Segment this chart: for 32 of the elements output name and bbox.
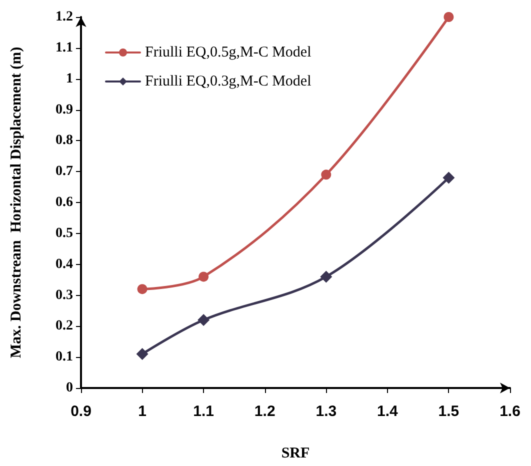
x-tick-label: 1.2 [254, 403, 276, 420]
y-tick-label: 1 [66, 71, 73, 86]
y-tick-label: 0.5 [56, 226, 73, 241]
point [137, 284, 148, 294]
y-tick-label: 0.6 [56, 195, 73, 210]
point [321, 170, 332, 180]
y-tick-label: 1.2 [56, 10, 73, 24]
y-tick-label: 0.8 [56, 133, 73, 148]
y-tick-label: 0.7 [56, 164, 73, 180]
point [136, 348, 148, 360]
x-tick-label: 1.4 [377, 403, 399, 420]
x-tick-label: 1 [138, 403, 146, 420]
y-tick-label: 0 [66, 380, 73, 396]
y-tick-label: 0.4 [56, 256, 73, 272]
legend-label: Friulli EQ,0.5g,M-C Model [145, 44, 312, 60]
x-tick-label: 1.6 [500, 403, 520, 420]
point [198, 314, 210, 326]
y-tick-label: 0.2 [56, 318, 73, 334]
y-tick-label: 0.3 [56, 288, 73, 303]
x-axis-title: SRF [281, 446, 310, 462]
y-axis-title: Max. Downstream Horizontal Displacement (m) [8, 46, 24, 358]
x-tick-label: 1.5 [438, 403, 460, 420]
legend-label: Friulli EQ,0.3g,M-C Model [145, 74, 312, 90]
x-tick-label: 1.3 [316, 403, 337, 420]
point [444, 12, 454, 22]
y-tick-label: 0.9 [56, 102, 73, 118]
point [442, 172, 455, 184]
x-tick-label: 1.1 [193, 403, 214, 420]
y-tick-label: 1.1 [56, 40, 73, 56]
point [198, 272, 209, 282]
y-tick-label: 0.1 [56, 350, 73, 365]
point [320, 270, 332, 283]
